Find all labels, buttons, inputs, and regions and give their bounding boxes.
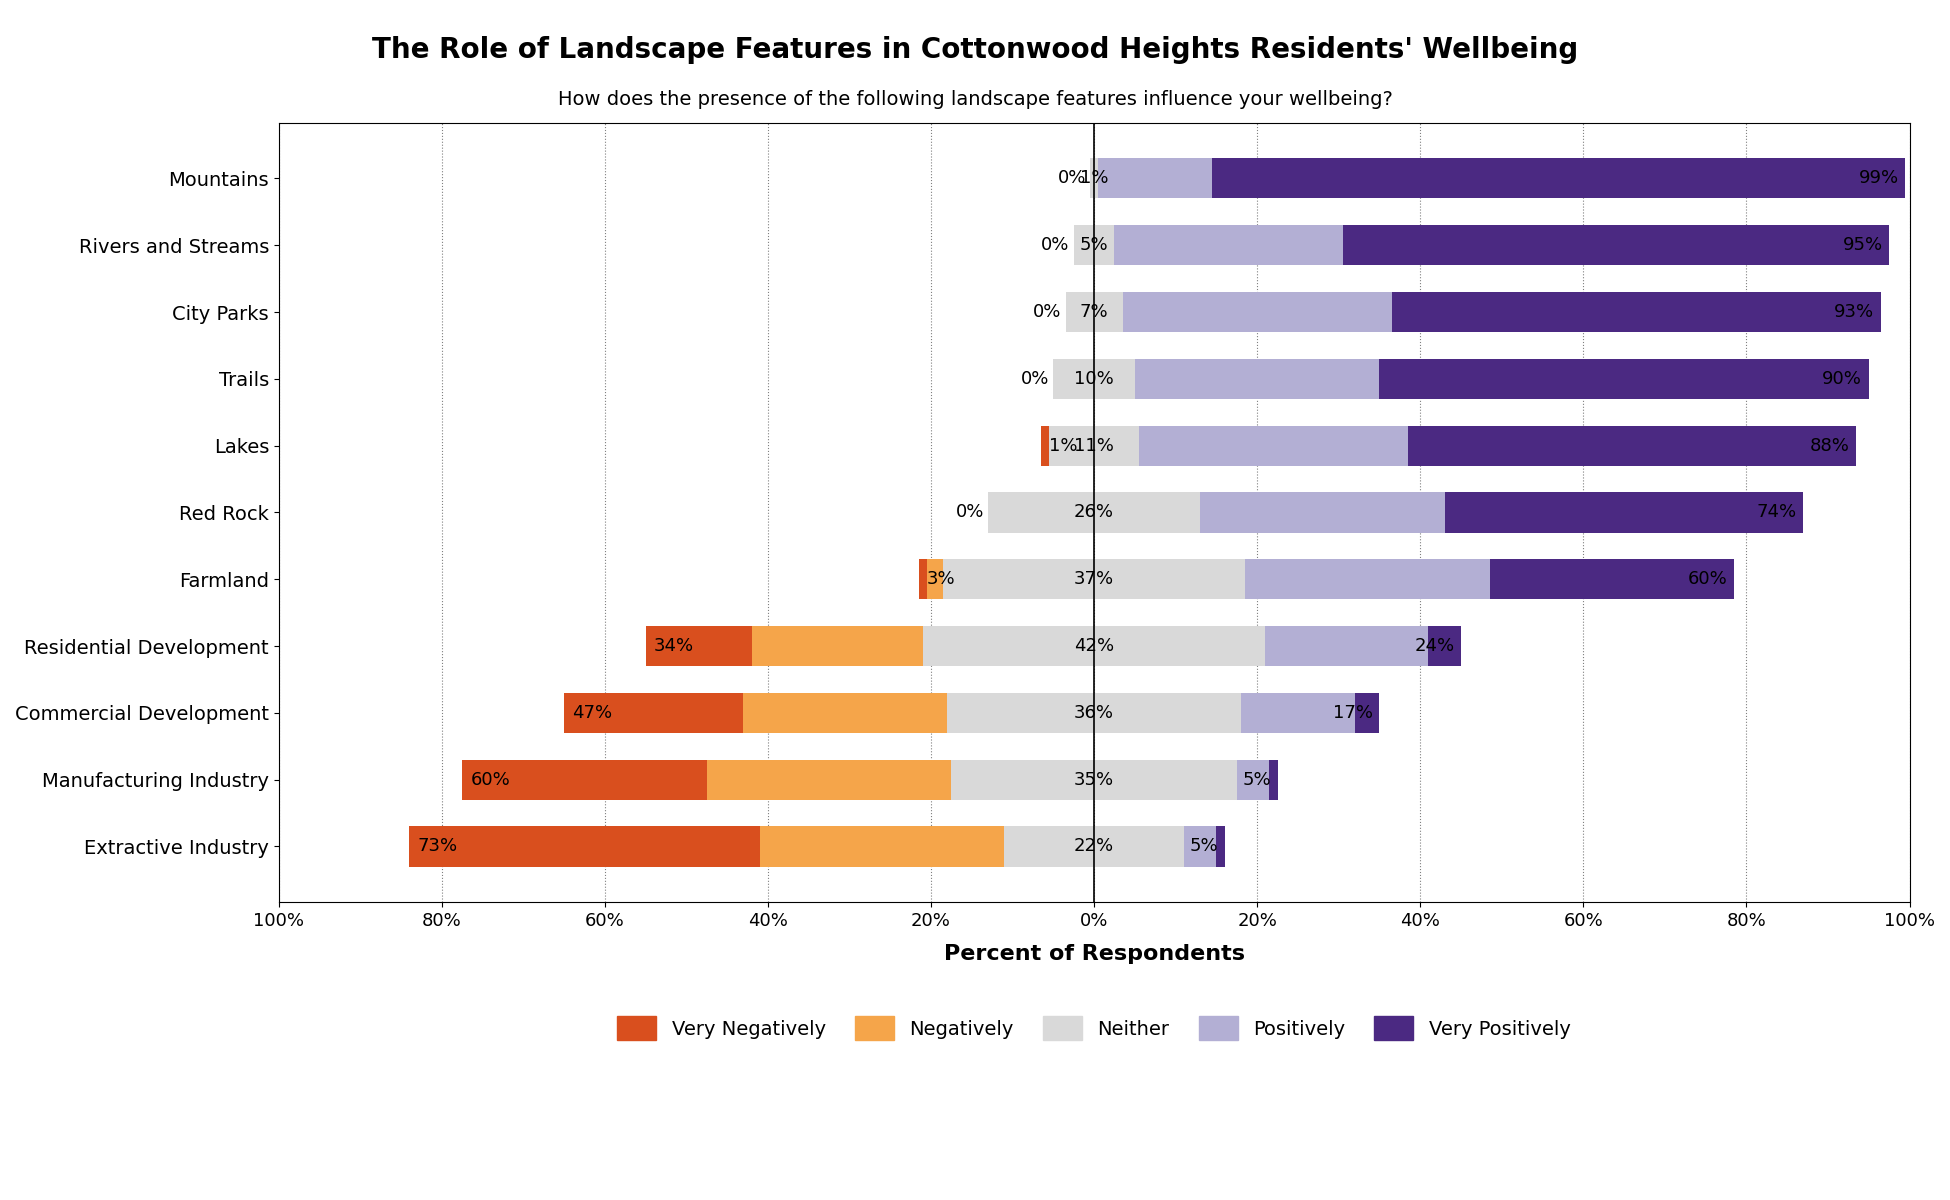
Bar (1236, 760, 1269, 799)
Bar (1429, 626, 1461, 666)
Bar (645, 626, 751, 666)
Text: 24%: 24% (1414, 637, 1455, 655)
Bar (462, 760, 706, 799)
Text: How does the presence of the following landscape features influence your wellbei: How does the presence of the following l… (558, 90, 1392, 109)
Bar (918, 559, 926, 599)
Bar (1135, 359, 1379, 398)
Bar (989, 492, 1199, 533)
Text: 0%: 0% (1041, 236, 1071, 254)
Bar (760, 827, 1004, 866)
Bar (1355, 692, 1379, 733)
Text: 74%: 74% (1757, 504, 1798, 522)
Text: 88%: 88% (1810, 437, 1851, 455)
Bar (743, 692, 948, 733)
Bar (1139, 426, 1408, 466)
Bar (1090, 158, 1098, 198)
Bar (1392, 292, 1882, 332)
X-axis label: Percent of Respondents: Percent of Respondents (944, 943, 1244, 964)
Bar (410, 827, 760, 866)
Bar (564, 692, 743, 733)
Bar (1217, 827, 1225, 866)
Text: 0%: 0% (1034, 304, 1061, 322)
Text: 95%: 95% (1843, 236, 1882, 254)
Bar (926, 559, 944, 599)
Bar (1049, 426, 1139, 466)
Text: 36%: 36% (1074, 704, 1113, 722)
Bar (1266, 626, 1429, 666)
Text: 5%: 5% (1242, 770, 1271, 788)
Bar (1490, 559, 1734, 599)
Text: 34%: 34% (653, 637, 694, 655)
Text: 42%: 42% (1074, 637, 1113, 655)
Text: 5%: 5% (1190, 838, 1219, 856)
Bar (1041, 426, 1049, 466)
Text: 7%: 7% (1080, 304, 1108, 322)
Text: 0%: 0% (1057, 169, 1086, 187)
Bar (706, 760, 952, 799)
Text: 90%: 90% (1823, 370, 1862, 388)
Text: 37%: 37% (1074, 570, 1113, 588)
Text: 5%: 5% (1080, 236, 1108, 254)
Text: 1%: 1% (1080, 169, 1108, 187)
Bar (922, 626, 1266, 666)
Bar (1244, 559, 1490, 599)
Bar (1074, 226, 1115, 265)
Text: 0%: 0% (956, 504, 985, 522)
Bar (1445, 492, 1804, 533)
Bar (948, 692, 1240, 733)
Bar (1213, 158, 1905, 198)
Bar (1065, 292, 1123, 332)
Text: 35%: 35% (1074, 770, 1113, 788)
Text: 0%: 0% (1022, 370, 1049, 388)
Bar (1098, 158, 1213, 198)
Text: 60%: 60% (1689, 570, 1728, 588)
Bar (1115, 226, 1344, 265)
Bar (1379, 359, 1868, 398)
Legend: Very Negatively, Negatively, Neither, Positively, Very Positively: Very Negatively, Negatively, Neither, Po… (610, 1009, 1580, 1048)
Bar (952, 760, 1236, 799)
Bar (751, 626, 922, 666)
Text: 93%: 93% (1835, 304, 1874, 322)
Bar (1199, 492, 1445, 533)
Text: 26%: 26% (1074, 504, 1113, 522)
Bar (1053, 359, 1135, 398)
Text: 60%: 60% (470, 770, 511, 788)
Bar (1344, 226, 1890, 265)
Bar (1240, 692, 1355, 733)
Bar (944, 559, 1244, 599)
Text: 99%: 99% (1858, 169, 1899, 187)
Text: 3%: 3% (926, 570, 956, 588)
Bar (1004, 827, 1184, 866)
Text: The Role of Landscape Features in Cottonwood Heights Residents' Wellbeing: The Role of Landscape Features in Cotton… (372, 36, 1578, 64)
Text: 73%: 73% (417, 838, 458, 856)
Text: 47%: 47% (571, 704, 612, 722)
Bar (1408, 426, 1856, 466)
Text: 1%: 1% (1049, 437, 1078, 455)
Text: 17%: 17% (1334, 704, 1373, 722)
Bar (1269, 760, 1277, 799)
Text: 10%: 10% (1074, 370, 1113, 388)
Bar (1184, 827, 1217, 866)
Text: 11%: 11% (1074, 437, 1113, 455)
Bar (1123, 292, 1392, 332)
Text: 22%: 22% (1074, 838, 1113, 856)
